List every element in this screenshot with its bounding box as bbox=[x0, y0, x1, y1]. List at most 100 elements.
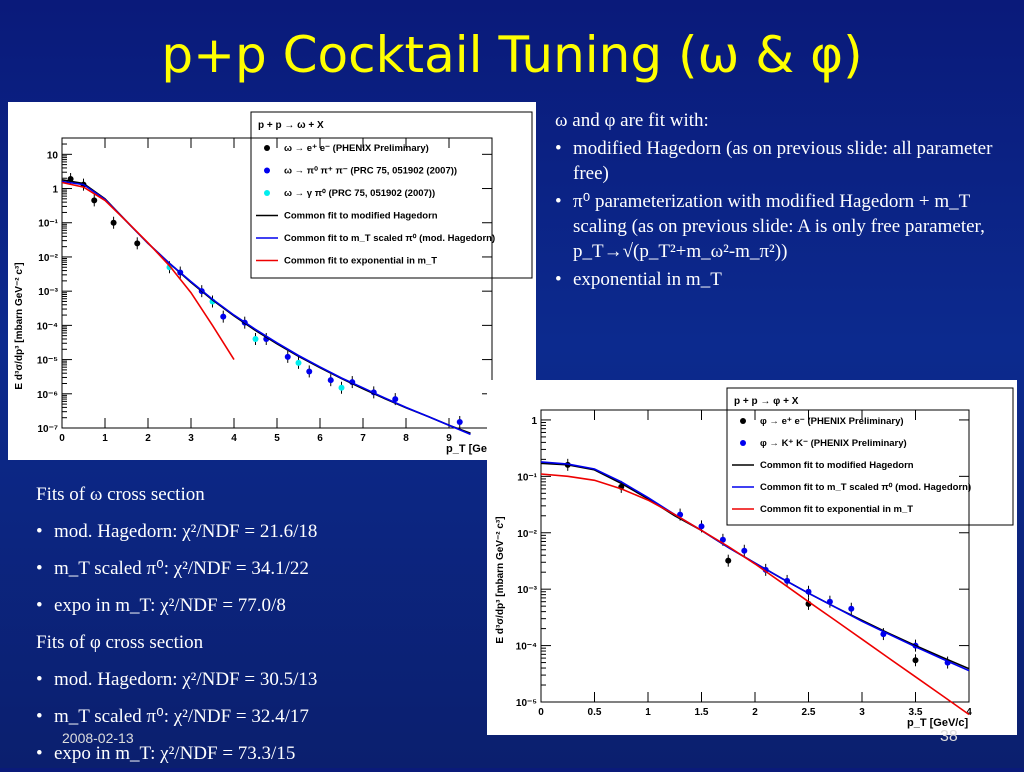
omega-data-point-black bbox=[134, 240, 141, 247]
omega-x-tick-label: 5 bbox=[274, 433, 280, 444]
fit-methods-intro: ω and φ are fit with: bbox=[555, 110, 709, 131]
omega-x-tick-label: 3 bbox=[188, 433, 194, 444]
omega-data-point-cyan bbox=[295, 359, 302, 366]
omega-y-tick-label: 1 bbox=[52, 185, 58, 196]
bullet-icon: • bbox=[36, 595, 43, 616]
omega-data-point-blue bbox=[392, 396, 399, 403]
phi-legend-entry: Common fit to modified Hagedorn bbox=[760, 460, 914, 471]
slide-date: 2008-02-13 bbox=[62, 730, 134, 746]
bullet-icon: • bbox=[36, 669, 43, 690]
phi-x-tick-label: 3.5 bbox=[909, 707, 923, 718]
omega-x-tick-label: 8 bbox=[403, 433, 409, 444]
fit-result-text: mod. Hagedorn: χ²/NDF = 21.6/18 bbox=[54, 521, 318, 542]
phi-fit-result: • mod. Hagedorn: χ²/NDF = 30.5/13 bbox=[36, 661, 486, 698]
omega-y-tick-label: 10⁻³ bbox=[38, 287, 58, 298]
fit-result-text: m_T scaled π⁰: χ²/NDF = 32.4/17 bbox=[54, 706, 309, 727]
phi-fits-header: Fits of φ cross section bbox=[36, 632, 204, 653]
omega-data-point-cyan bbox=[252, 335, 259, 342]
phi-x-tick-label: 0.5 bbox=[588, 707, 602, 718]
omega-x-tick-label: 6 bbox=[317, 433, 323, 444]
phi-legend-entry: Common fit to exponential in m_T bbox=[760, 504, 913, 515]
fit-methods-notes: ω and φ are fit with: • modified Hagedorn… bbox=[555, 105, 1015, 295]
fit-method-text: modified Hagedorn (as on previous slide:… bbox=[573, 138, 993, 184]
omega-legend-entry: ω → e⁺ e⁻ (PHENIX Preliminary) bbox=[284, 143, 429, 154]
omega-legend-entry: ω → π⁰ π⁺ π⁻ (PRC 75, 051902 (2007)) bbox=[284, 166, 457, 177]
omega-data-point-blue bbox=[456, 418, 463, 425]
phi-y-tick-label: 1 bbox=[531, 416, 537, 427]
fit-result-text: mod. Hagedorn: χ²/NDF = 30.5/13 bbox=[54, 669, 318, 690]
omega-legend-entry: Common fit to m_T scaled π⁰ (mod. Hagedo… bbox=[284, 233, 495, 244]
fit-method-item: • modified Hagedorn (as on previous slide… bbox=[555, 136, 1015, 186]
phi-legend-header: p + p → φ + X bbox=[734, 396, 799, 407]
omega-x-tick-label: 9 bbox=[446, 433, 452, 444]
phi-legend-entry: φ → K⁺ K⁻ (PHENIX Preliminary) bbox=[760, 438, 907, 449]
phi-data-point-blue bbox=[848, 605, 855, 612]
omega-legend-entry: Common fit to exponential in m_T bbox=[284, 256, 437, 267]
phi-y-tick-label: 10⁻⁴ bbox=[516, 642, 537, 653]
omega-y-tick-label: 10⁻² bbox=[38, 253, 58, 264]
phi-data-point-black bbox=[725, 557, 732, 564]
omega-legend-entry: ω → γ π⁰ (PRC 75, 051902 (2007)) bbox=[284, 188, 435, 199]
phi-legend-entry: Common fit to m_T scaled π⁰ (mod. Hagedo… bbox=[760, 482, 971, 493]
slide-number: 38 bbox=[940, 728, 958, 745]
phi-y-tick-label: 10⁻⁵ bbox=[516, 698, 537, 709]
omega-data-point-black bbox=[110, 219, 117, 226]
bullet-icon: • bbox=[555, 138, 562, 159]
omega-data-point-cyan bbox=[338, 384, 345, 391]
bullet-icon: • bbox=[36, 743, 43, 764]
omega-cross-section-chart: E d³σ/dp³ [mbarn GeV⁻² c³] p_T [GeV/c] p… bbox=[14, 111, 533, 455]
phi-fit-line-red bbox=[540, 473, 970, 716]
omega-x-tick-label: 1 bbox=[102, 433, 108, 444]
slide-title: p+p Cocktail Tuning (ω & φ) bbox=[161, 26, 863, 84]
omega-x-tick-label: 0 bbox=[59, 433, 65, 444]
phi-data-point-black bbox=[912, 657, 919, 664]
omega-data-point-blue bbox=[327, 377, 334, 384]
omega-y-axis-label: E d³σ/dp³ [mbarn GeV⁻² c³] bbox=[14, 262, 25, 389]
phi-fit-result: • expo in m_T: χ²/NDF = 73.3/15 bbox=[36, 735, 486, 772]
bullet-icon: • bbox=[36, 521, 43, 542]
fit-result-text: m_T scaled π⁰: χ²/NDF = 34.1/22 bbox=[54, 558, 309, 579]
phi-y-tick-label: 10⁻² bbox=[517, 529, 537, 540]
omega-legend-marker-icon bbox=[264, 190, 270, 196]
fit-method-item: • π⁰ parameterization with modified Haged… bbox=[555, 189, 1015, 264]
omega-x-tick-label: 4 bbox=[231, 433, 237, 444]
phi-x-tick-label: 2.5 bbox=[802, 707, 816, 718]
phi-x-axis-label: p_T [GeV/c] bbox=[907, 717, 968, 729]
phi-data-point-blue bbox=[741, 547, 748, 554]
phi-x-tick-label: 3 bbox=[859, 707, 865, 718]
fit-result-text: expo in m_T: χ²/NDF = 73.3/15 bbox=[54, 743, 296, 764]
omega-legend-header: p + p → ω + X bbox=[258, 120, 324, 131]
omega-y-tick-label: 10⁻¹ bbox=[38, 219, 58, 230]
phi-x-tick-label: 1 bbox=[645, 707, 651, 718]
fit-method-item: • exponential in m_T bbox=[555, 267, 1015, 292]
phi-y-axis-label: E d³σ/dp³ [mbarn GeV⁻² c³] bbox=[495, 516, 506, 643]
omega-data-point-blue bbox=[220, 313, 227, 320]
fit-result-text: expo in m_T: χ²/NDF = 77.0/8 bbox=[54, 595, 286, 616]
omega-fit-line-red bbox=[61, 181, 235, 361]
phi-x-tick-label: 1.5 bbox=[695, 707, 709, 718]
omega-x-tick-label: 7 bbox=[360, 433, 366, 444]
omega-fit-result: • mod. Hagedorn: χ²/NDF = 21.6/18 bbox=[36, 513, 486, 550]
omega-y-tick-label: 10⁻⁶ bbox=[37, 390, 58, 401]
phi-data-point-blue bbox=[719, 536, 726, 543]
omega-fit-result: • expo in m_T: χ²/NDF = 77.0/8 bbox=[36, 587, 486, 624]
phi-data-point-blue bbox=[698, 523, 705, 530]
omega-data-point-blue bbox=[306, 368, 313, 375]
phi-legend-marker-icon bbox=[740, 418, 746, 424]
omega-y-tick-label: 10⁻⁷ bbox=[37, 424, 58, 435]
omega-chart-panel: E d³σ/dp³ [mbarn GeV⁻² c³] p_T [GeV/c] p… bbox=[8, 102, 536, 460]
phi-x-tick-label: 2 bbox=[752, 707, 758, 718]
omega-fit-result: • m_T scaled π⁰: χ²/NDF = 34.1/22 bbox=[36, 550, 486, 587]
omega-y-tick-label: 10⁻⁴ bbox=[37, 321, 58, 332]
bullet-icon: • bbox=[555, 269, 562, 290]
fit-method-text: exponential in m_T bbox=[573, 269, 722, 290]
omega-legend-entry: Common fit to modified Hagedorn bbox=[284, 211, 438, 222]
phi-fit-result: • m_T scaled π⁰: χ²/NDF = 32.4/17 bbox=[36, 698, 486, 735]
omega-y-tick-label: 10⁻⁵ bbox=[37, 356, 58, 367]
fit-results: Fits of ω cross section • mod. Hagedorn: … bbox=[36, 476, 486, 772]
omega-fits-header: Fits of ω cross section bbox=[36, 484, 205, 505]
phi-cross-section-chart: E d³σ/dp³ [mbarn GeV⁻² c³] p_T [GeV/c] p… bbox=[495, 387, 1014, 729]
bullet-icon: • bbox=[36, 558, 43, 579]
bullet-icon: • bbox=[36, 706, 43, 727]
omega-data-point-blue bbox=[284, 353, 291, 360]
